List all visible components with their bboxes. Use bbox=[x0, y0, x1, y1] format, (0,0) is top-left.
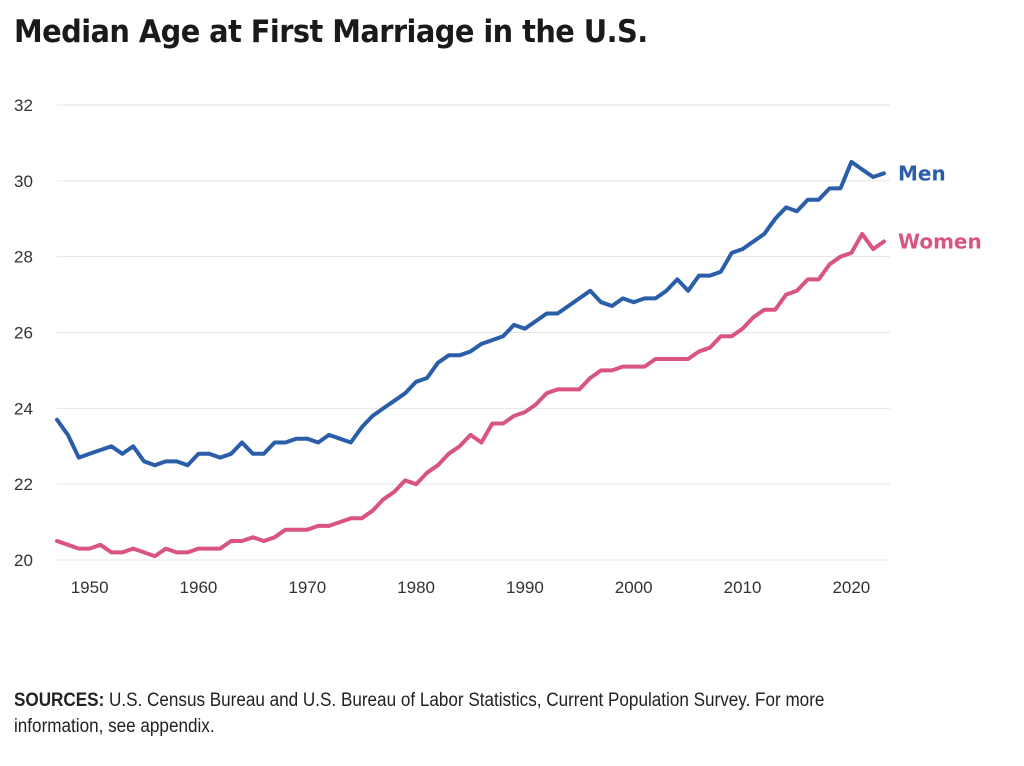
y-tick-label: 28 bbox=[14, 248, 33, 267]
series-label-men: Men bbox=[898, 161, 946, 185]
y-tick-label: 26 bbox=[14, 324, 33, 343]
x-tick-label: 2010 bbox=[724, 578, 762, 597]
line-chart: 20 22 24 26 28 30 32 1950 1960 1970 1980 1990 2000 2… bbox=[14, 96, 982, 597]
source-label: SOURCES: bbox=[14, 690, 105, 711]
x-tick-label: 1960 bbox=[180, 578, 218, 597]
series-label-women: Women bbox=[898, 230, 982, 254]
series-line-men bbox=[55, 159, 886, 468]
series-lines bbox=[55, 159, 886, 559]
x-tick-label: 1980 bbox=[397, 578, 435, 597]
x-tick-label: 2000 bbox=[615, 578, 653, 597]
x-tick-label: 2020 bbox=[832, 578, 870, 597]
x-axis: 1950 1960 1970 1980 1990 2000 2010 2020 bbox=[71, 578, 871, 597]
source-text: U.S. Census Bureau and U.S. Bureau of La… bbox=[14, 690, 825, 737]
y-tick-label: 30 bbox=[14, 172, 33, 191]
x-tick-label: 1990 bbox=[506, 578, 544, 597]
y-axis: 20 22 24 26 28 30 32 bbox=[14, 96, 33, 570]
chart-title: Median Age at First Marriage in the U.S. bbox=[14, 14, 648, 50]
y-tick-label: 24 bbox=[14, 399, 33, 418]
source-note: SOURCES: U.S. Census Bureau and U.S. Bur… bbox=[14, 688, 914, 740]
x-tick-label: 1950 bbox=[71, 578, 109, 597]
y-tick-label: 22 bbox=[14, 475, 33, 494]
y-tick-label: 32 bbox=[14, 96, 33, 115]
y-tick-label: 20 bbox=[14, 551, 33, 570]
x-tick-label: 1970 bbox=[288, 578, 326, 597]
gridlines bbox=[57, 104, 890, 561]
series-line-women bbox=[55, 231, 886, 559]
series-labels: Men Women bbox=[898, 161, 982, 253]
